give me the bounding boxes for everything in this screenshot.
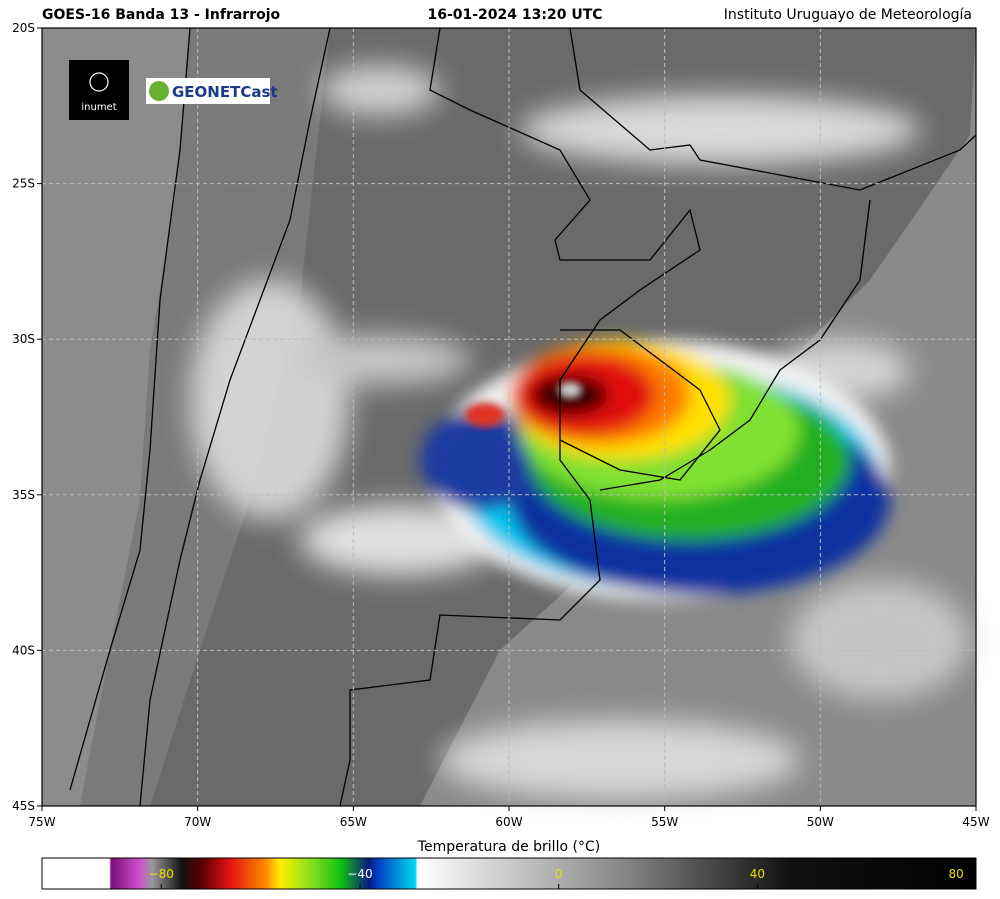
y-tick-label: 45S [12,799,35,813]
x-tick-label: 65W [340,815,367,829]
colorbar-tick-label: 40 [750,867,765,881]
y-tick-label: 35S [12,488,35,502]
x-tick-label: 70W [184,815,211,829]
y-tick-label: 40S [12,643,35,657]
x-tick-label: 50W [807,815,834,829]
x-tick-label: 55W [651,815,678,829]
x-tick-label: 60W [495,815,522,829]
colorbar-tick-label: −80 [149,867,174,881]
geonetcast-logo: GEONETCast [146,78,278,104]
borders [69,27,977,807]
datetime: 16-01-2024 13:20 UTC [427,7,602,23]
y-tick-label: 25S [12,177,35,191]
title: GOES-16 Banda 13 - Infrarrojo [42,7,281,23]
colorbar-tick-label: 80 [948,867,963,881]
x-tick-label: 45W [962,815,989,829]
inumet-label: inumet [81,102,116,113]
colorbar-tick-label: −40 [347,867,372,881]
colorbar-label: Temperatura de brillo (°C) [417,839,600,855]
colorbar [41,857,977,890]
colorbar-tick-label: 0 [555,867,563,881]
geonetcast-label: GEONETCast [172,83,278,101]
x-tick-label: 75W [28,815,55,829]
inumet-logo: inumet [69,60,129,120]
source: Instituto Uruguayo de Meteorología [724,7,972,23]
y-tick-label: 20S [12,21,35,35]
y-tick-label: 30S [12,332,35,346]
